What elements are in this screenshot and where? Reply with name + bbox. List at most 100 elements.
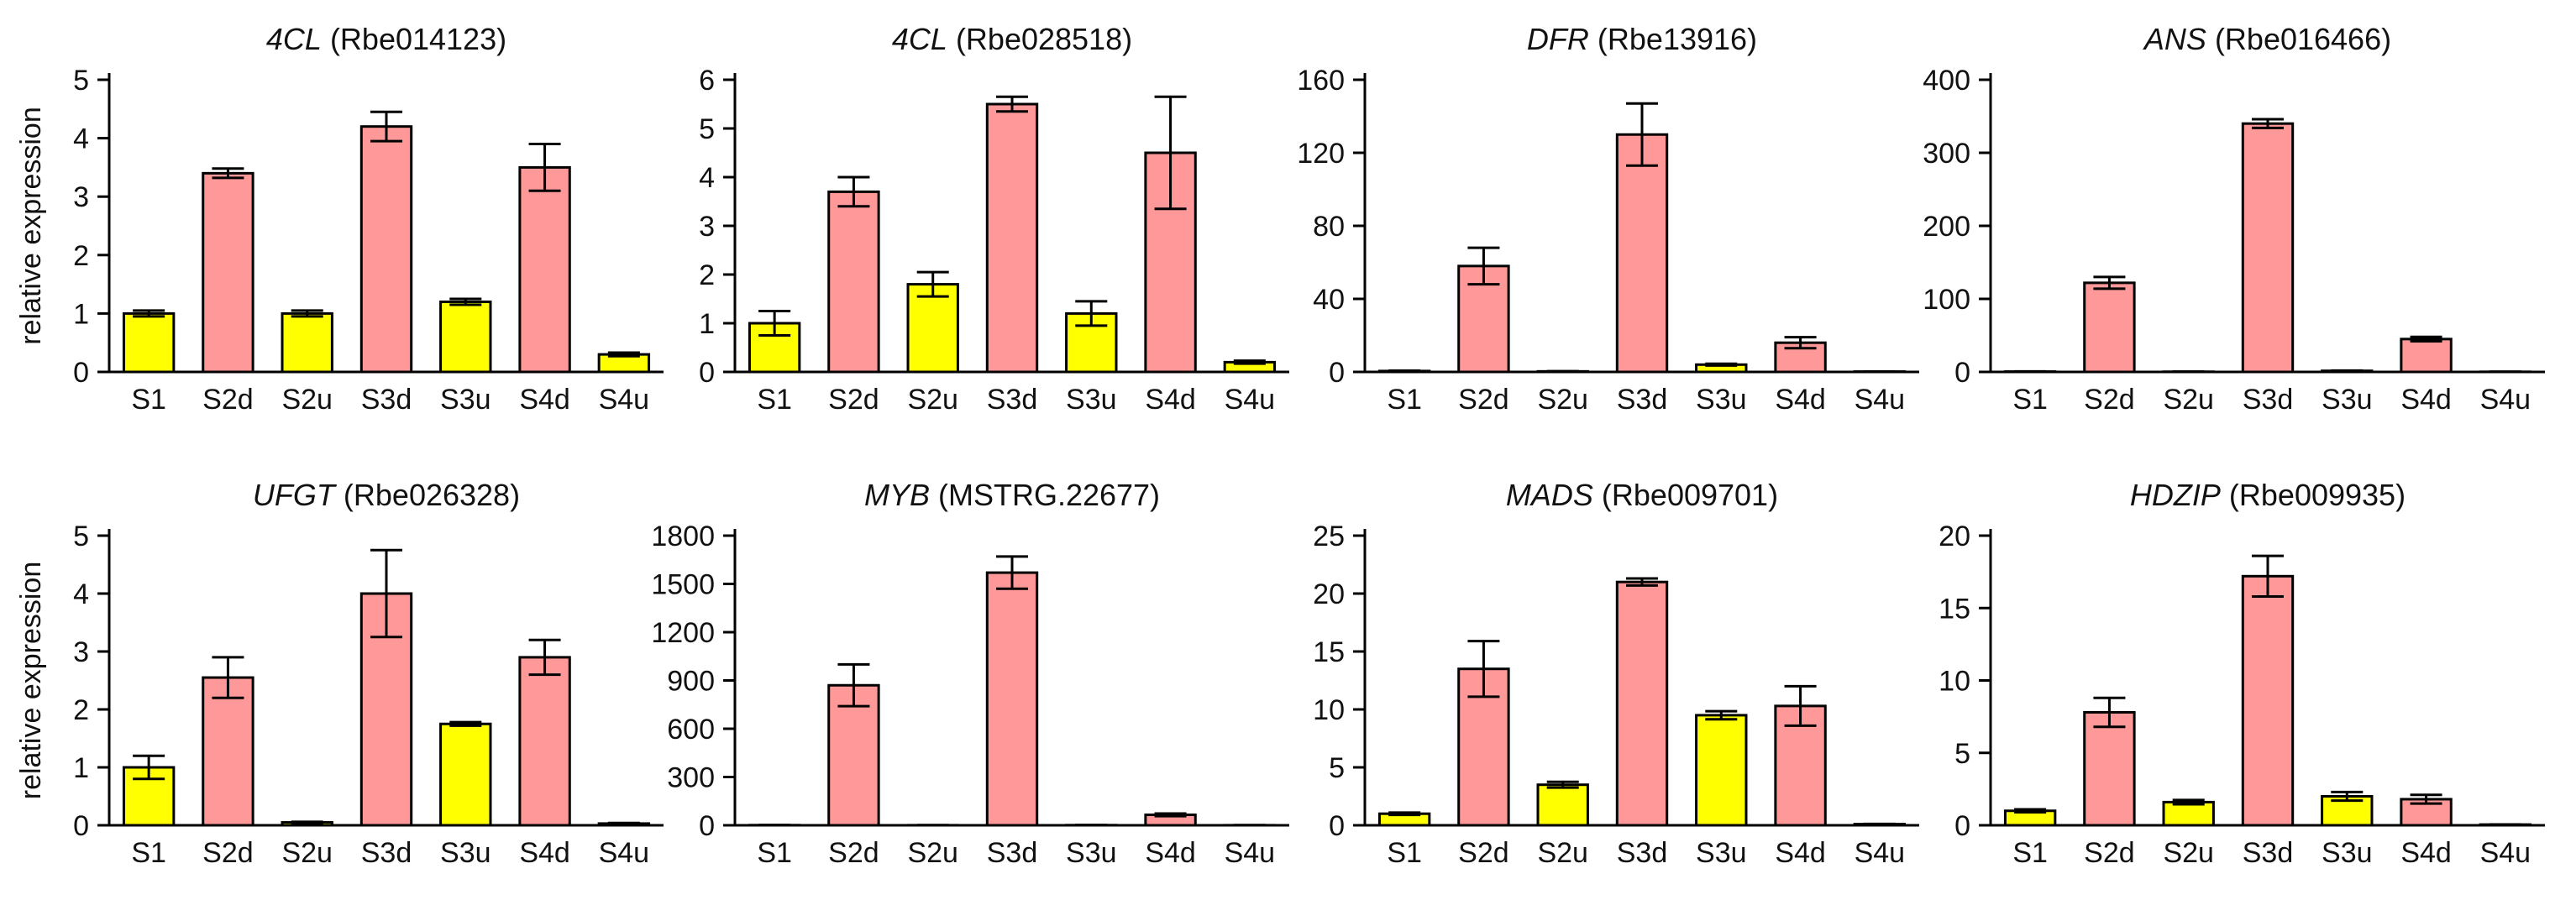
y-tick-label: 15	[1939, 593, 1970, 625]
title-id: (MSTRG.22677)	[930, 478, 1160, 512]
x-tick-label: S3d	[1617, 384, 1668, 416]
x-tick-label: S2d	[1458, 384, 1509, 416]
x-tick-label: S4u	[2480, 837, 2531, 869]
title-gene: MADS	[1506, 478, 1593, 512]
x-tick-label: S2u	[1537, 837, 1588, 869]
x-tick-label: S1	[757, 384, 792, 416]
x-tick-label: S1	[131, 384, 166, 416]
y-tick-label: 4	[73, 578, 89, 610]
bar-s2d	[827, 190, 880, 374]
y-tick-label: 2	[73, 240, 89, 272]
y-tick-label: 160	[1297, 65, 1345, 97]
y-tick-label: 5	[1329, 752, 1345, 784]
x-tick-label: S4u	[1225, 384, 1276, 416]
x-tick-label: S3d	[1617, 837, 1668, 869]
chart-title: DFR (Rbe13916)	[1527, 22, 1757, 56]
y-tick-label: 400	[1923, 65, 1970, 97]
x-tick-label: S2d	[2084, 384, 2135, 416]
y-tick-label: 0	[73, 810, 89, 842]
bar-s2d	[827, 683, 880, 827]
x-tick-label: S2u	[281, 837, 333, 869]
x-tick-label: S3u	[1066, 837, 1117, 869]
x-tick-label: S4u	[2480, 384, 2531, 416]
bar-s3d	[359, 125, 413, 374]
title-gene: 4CL	[266, 22, 322, 56]
x-tick-label: S4u	[1225, 837, 1276, 869]
x-tick-label: S1	[2012, 384, 2048, 416]
x-tick-label: S3u	[1696, 384, 1747, 416]
x-tick-label: S2d	[2084, 837, 2135, 869]
y-tick-label: 0	[1329, 810, 1345, 842]
chart-title: HDZIP (Rbe009935)	[2130, 478, 2405, 512]
x-tick-label: S1	[1387, 384, 1422, 416]
y-tick-label: 0	[1954, 810, 1970, 842]
y-tick-label: 900	[667, 666, 715, 698]
title-gene: MYB	[864, 478, 930, 512]
chart-title: UFGT (Rbe026328)	[253, 478, 520, 512]
chart-title: MYB (MSTRG.22677)	[864, 478, 1160, 512]
x-tick-label: S2d	[828, 837, 879, 869]
y-tick-label: 80	[1313, 211, 1345, 243]
x-tick-label: S3u	[2322, 837, 2373, 869]
x-tick-label: S2d	[1458, 837, 1509, 869]
bar-s3d	[2241, 122, 2295, 374]
y-tick-label: 1500	[651, 569, 715, 601]
x-tick-label: S4d	[1775, 837, 1826, 869]
y-tick-label: 3	[699, 211, 715, 243]
x-tick-label: S2u	[2163, 837, 2214, 869]
y-tick-label: 0	[1954, 357, 1970, 389]
x-tick-label: S3u	[1066, 384, 1117, 416]
x-tick-label: S4d	[519, 837, 570, 869]
chart-panel-7: MADS (Rbe009701) 0 5 10 15 20 25 S1 S2d S2u S3d S3u…	[1313, 478, 1919, 869]
bar-s3u	[439, 722, 492, 827]
bar-s2d	[202, 171, 254, 374]
bar-s4d	[2400, 338, 2453, 374]
y-tick-label: 5	[73, 521, 89, 552]
title-gene: UFGT	[253, 478, 338, 512]
x-tick-label: S4d	[1775, 384, 1826, 416]
y-tick-label: 5	[699, 113, 715, 145]
y-tick-label: 1800	[651, 521, 715, 552]
bar-s2u	[1536, 783, 1589, 827]
bar-s2d	[2083, 710, 2136, 827]
x-tick-label: S4u	[1855, 384, 1906, 416]
y-tick-label: 2	[699, 259, 715, 291]
x-tick-label: S3d	[2243, 384, 2294, 416]
chart-panel-1: 4CL (Rbe014123) 0 1 2 3 4 5 S1 S2d S2u S3d S3u S4d S4…	[15, 22, 664, 416]
y-tick-label: 5	[1954, 738, 1970, 770]
y-tick-label: 600	[667, 714, 715, 746]
y-tick-label: 40	[1313, 284, 1345, 316]
y-tick-label: 25	[1313, 521, 1345, 552]
x-tick-label: S2d	[828, 384, 879, 416]
x-tick-label: S1	[2012, 837, 2048, 869]
y-tick-label: 200	[1923, 211, 1970, 243]
x-tick-label: S2u	[281, 384, 333, 416]
title-id: (Rbe028518)	[947, 22, 1132, 56]
y-tick-label: 5	[73, 65, 89, 97]
y-tick-label: 1	[699, 308, 715, 340]
chart-panel-5: UFGT (Rbe026328) 0 1 2 3 4 5 S1 S2d S2u S3d S3u S4d S…	[15, 478, 664, 869]
title-gene: 4CL	[892, 22, 947, 56]
x-tick-label: S3d	[2243, 837, 2294, 869]
bar-s3d	[985, 571, 1039, 827]
x-tick-label: S2d	[202, 384, 254, 416]
y-tick-label: 300	[1923, 138, 1970, 170]
bar-s2u	[906, 283, 959, 374]
x-tick-label: S4d	[1145, 384, 1196, 416]
title-id: (Rbe014123)	[322, 22, 506, 56]
y-tick-label: 10	[1313, 694, 1345, 726]
x-tick-label: S3d	[987, 384, 1038, 416]
bar-s4d	[518, 165, 571, 374]
x-tick-label: S4u	[599, 837, 650, 869]
x-tick-label: S4d	[519, 384, 570, 416]
y-tick-label: 3	[73, 181, 89, 213]
y-axis-label: relative expression	[15, 562, 47, 799]
bar-s3d	[1615, 580, 1669, 827]
y-tick-label: 4	[73, 123, 89, 155]
title-gene: DFR	[1527, 22, 1589, 56]
y-tick-label: 6	[699, 65, 715, 97]
y-tick-label: 2	[73, 694, 89, 726]
bar-s2d	[202, 676, 254, 827]
y-tick-label: 120	[1297, 138, 1345, 170]
